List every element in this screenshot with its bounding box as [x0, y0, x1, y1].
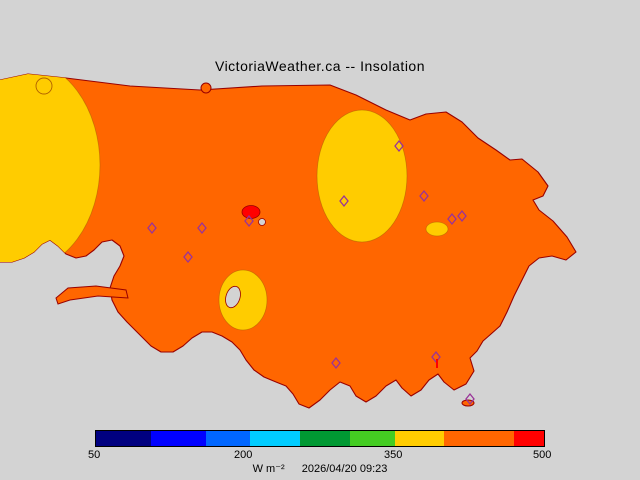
station-markers-layer — [147, 139, 475, 406]
lake — [225, 285, 241, 309]
colorbar-segment — [514, 431, 544, 446]
colorbar-tick-200: 200 — [234, 449, 253, 461]
colorbar-segment — [96, 431, 151, 446]
insolation-high-regions — [0, 74, 449, 331]
colorbar-tick-350: 350 — [384, 449, 403, 461]
timestamp-label: 2026/04/20 09:23 — [301, 463, 388, 475]
station-marker — [197, 221, 207, 235]
island — [461, 399, 475, 407]
colorbar-caption: W m⁻² 2026/04/20 09:23 — [0, 462, 640, 475]
colorbar-segment — [205, 431, 251, 446]
colorbar-segment — [444, 431, 515, 446]
colorbar-segment — [300, 431, 350, 446]
peninsula-strip — [55, 285, 129, 305]
station-marker — [394, 139, 404, 153]
colorbar-segment — [250, 431, 301, 446]
station-marker — [465, 392, 475, 406]
station-marker — [147, 221, 157, 235]
units-label: W m⁻² — [252, 463, 285, 475]
station-marker — [183, 250, 193, 264]
colorbar-tick-500: 500 — [533, 449, 552, 461]
station-marker — [244, 214, 254, 228]
station-marker — [457, 209, 467, 223]
station-marker — [419, 189, 429, 203]
station-marker — [339, 194, 349, 208]
small-pond — [258, 218, 266, 226]
insolation-high-region-lake — [218, 269, 268, 331]
colorbar-segment — [150, 431, 206, 446]
colorbar — [95, 430, 545, 447]
contour-circle — [35, 77, 53, 95]
page-title: VictoriaWeather.ca -- Insolation — [214, 58, 426, 74]
insolation-high-region-central — [316, 109, 408, 243]
coastal-bump — [200, 82, 212, 94]
station-marker — [331, 356, 341, 370]
station-marker — [447, 212, 457, 226]
insolation-high-region-east — [425, 221, 449, 237]
colorbar-tick-50: 50 — [88, 449, 101, 461]
insolation-hotspot — [241, 205, 261, 219]
colorbar-segment — [349, 431, 395, 446]
colorbar-segment — [394, 431, 445, 446]
